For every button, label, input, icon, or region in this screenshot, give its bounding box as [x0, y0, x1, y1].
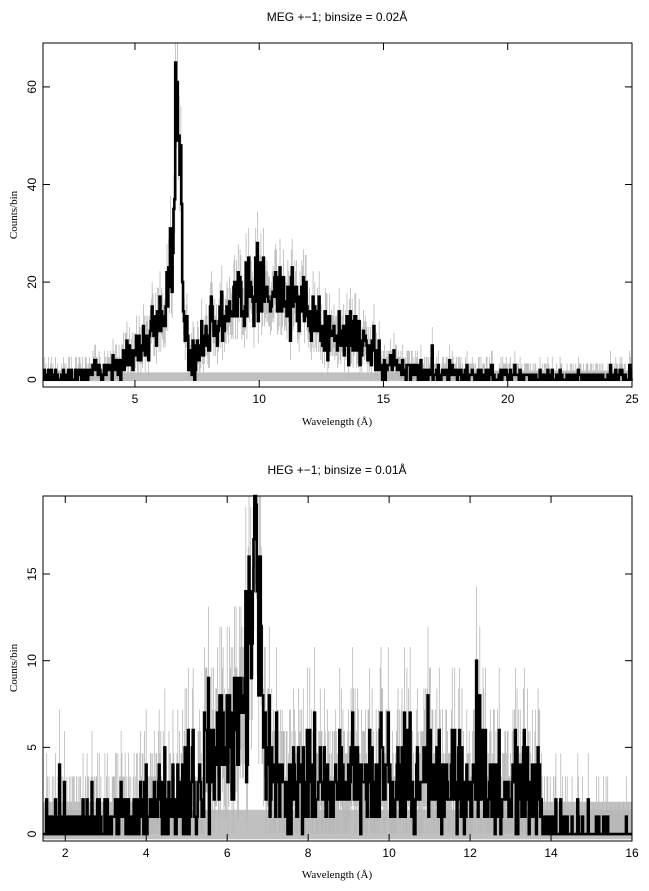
heg-chart-title: HEG +−1; binsize = 0.01Å [267, 462, 406, 477]
x-tick-label: 14 [544, 846, 558, 860]
background-band-rect [43, 372, 632, 382]
spectrum-step-line [43, 494, 633, 836]
x-tick-label: 20 [501, 392, 515, 406]
y-tick-label: 10 [25, 654, 39, 668]
y-tick-label: 15 [25, 567, 39, 581]
x-tick-label: 2 [62, 846, 69, 860]
meg-spectrum-line [42, 61, 633, 381]
y-tick-label: 0 [25, 830, 39, 837]
x-tick-label: 10 [382, 846, 396, 860]
x-tick-label: 25 [625, 392, 639, 406]
meg-plot-frame [42, 42, 633, 388]
spectrum-step-line [42, 61, 633, 381]
heg-x-axis-label: Wavelength (Å) [302, 869, 373, 881]
x-tick-label: 10 [253, 392, 267, 406]
meg-background-band [43, 372, 632, 382]
heg-axis-ticks: 2 4 6 8 10 12 14 16 0 5 10 15 [25, 496, 639, 860]
y-tick-label: 60 [25, 80, 39, 94]
y-tick-label: 0 [25, 376, 39, 383]
heg-plot-frame [42, 495, 633, 842]
meg-panel: MEG +−1; binsize = 0.02Å 5 10 15 20 25 0 20 40 6… [8, 9, 639, 428]
x-tick-label: 5 [132, 392, 139, 406]
y-tick-label: 5 [25, 744, 39, 751]
x-tick-label: 12 [463, 846, 477, 860]
heg-panel: HEG +−1; binsize = 0.01Å 2 4 6 8 10 12 14 16 0 5 1… [8, 462, 639, 881]
x-tick-label: 15 [377, 392, 391, 406]
meg-axis-ticks: 5 10 15 20 25 0 20 40 60 [25, 43, 639, 406]
x-tick-label: 8 [305, 846, 312, 860]
y-tick-label: 20 [25, 275, 39, 289]
x-tick-label: 6 [224, 846, 231, 860]
meg-x-axis-label: Wavelength (Å) [302, 416, 373, 428]
y-tick-label: 40 [25, 178, 39, 192]
x-tick-label: 4 [143, 846, 150, 860]
heg-spectrum-line [43, 494, 633, 836]
meg-chart-title: MEG +−1; binsize = 0.02Å [267, 9, 407, 24]
heg-y-axis-label: Counts/bin [8, 643, 20, 692]
x-tick-label: 16 [625, 846, 639, 860]
meg-y-axis-label: Counts/bin [8, 190, 20, 239]
